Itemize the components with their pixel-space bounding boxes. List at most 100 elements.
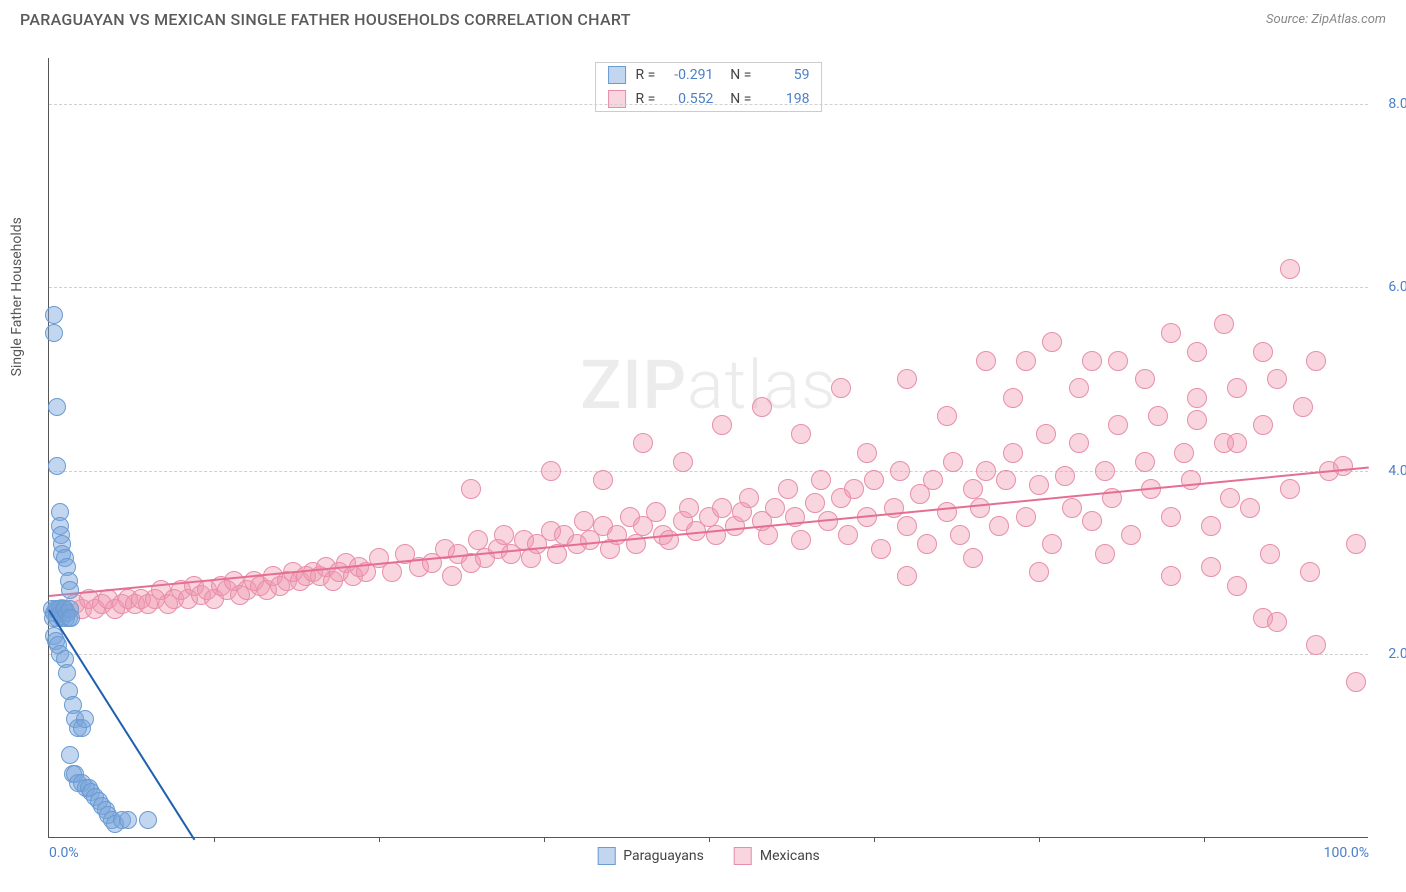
scatter-point-mexicans bbox=[494, 525, 514, 545]
scatter-point-mexicans bbox=[963, 479, 983, 499]
scatter-point-mexicans bbox=[679, 498, 699, 518]
scatter-point-paraguayans bbox=[58, 664, 76, 682]
scatter-point-mexicans bbox=[890, 461, 910, 481]
scatter-point-mexicans bbox=[1260, 544, 1280, 564]
scatter-point-mexicans bbox=[1306, 351, 1326, 371]
scatter-point-mexicans bbox=[646, 502, 666, 522]
scatter-chart-area: Single Father Households ZIPatlas R = -0… bbox=[48, 58, 1368, 838]
stats-row-mexicans: R = 0.552 N = 198 bbox=[596, 87, 822, 111]
scatter-point-mexicans bbox=[1016, 351, 1036, 371]
stats-row-paraguayans: R = -0.291 N = 59 bbox=[596, 63, 822, 87]
scatter-point-mexicans bbox=[1042, 534, 1062, 554]
scatter-point-paraguayans bbox=[139, 811, 157, 829]
x-minor-tick bbox=[379, 837, 380, 842]
scatter-point-mexicans bbox=[1016, 507, 1036, 527]
scatter-point-paraguayans bbox=[61, 746, 79, 764]
stats-n-label: N = bbox=[723, 67, 751, 83]
scatter-point-mexicans bbox=[659, 530, 679, 550]
watermark: ZIPatlas bbox=[580, 345, 836, 425]
scatter-point-mexicans bbox=[1346, 534, 1366, 554]
scatter-point-mexicans bbox=[1095, 461, 1115, 481]
y-tick-label: 2.0% bbox=[1388, 646, 1406, 662]
scatter-point-mexicans bbox=[739, 488, 759, 508]
scatter-point-mexicans bbox=[864, 470, 884, 490]
scatter-point-mexicans bbox=[871, 539, 891, 559]
scatter-point-mexicans bbox=[461, 479, 481, 499]
scatter-point-mexicans bbox=[1003, 388, 1023, 408]
scatter-point-mexicans bbox=[1201, 516, 1221, 536]
source-attribution: Source: ZipAtlas.com bbox=[1266, 12, 1386, 27]
scatter-point-paraguayans bbox=[76, 710, 94, 728]
scatter-point-mexicans bbox=[831, 378, 851, 398]
scatter-point-mexicans bbox=[943, 452, 963, 472]
scatter-point-mexicans bbox=[1280, 479, 1300, 499]
legend-item: Paraguayans bbox=[597, 847, 704, 865]
scatter-point-mexicans bbox=[989, 516, 1009, 536]
scatter-point-mexicans bbox=[963, 548, 983, 568]
scatter-point-mexicans bbox=[706, 525, 726, 545]
x-tick-label: 0.0% bbox=[49, 845, 79, 861]
scatter-point-mexicans bbox=[1227, 576, 1247, 596]
scatter-point-paraguayans bbox=[45, 324, 63, 342]
gridline-horizontal bbox=[49, 104, 1368, 105]
scatter-point-mexicans bbox=[1082, 351, 1102, 371]
scatter-point-mexicans bbox=[1227, 433, 1247, 453]
chart-title: PARAGUAYAN VS MEXICAN SINGLE FATHER HOUS… bbox=[20, 10, 631, 29]
stats-r-value: -0.291 bbox=[665, 67, 713, 83]
gridline-horizontal bbox=[49, 471, 1368, 472]
legend-swatch bbox=[597, 847, 615, 865]
scatter-point-mexicans bbox=[923, 470, 943, 490]
scatter-point-mexicans bbox=[897, 369, 917, 389]
x-minor-tick bbox=[709, 837, 710, 842]
scatter-point-mexicans bbox=[811, 470, 831, 490]
scatter-point-mexicans bbox=[752, 397, 772, 417]
scatter-point-mexicans bbox=[1108, 351, 1128, 371]
scatter-point-mexicans bbox=[1306, 635, 1326, 655]
scatter-point-mexicans bbox=[1029, 562, 1049, 582]
scatter-point-mexicans bbox=[1187, 342, 1207, 362]
scatter-point-mexicans bbox=[1108, 415, 1128, 435]
scatter-point-mexicans bbox=[791, 424, 811, 444]
y-tick-label: 4.0% bbox=[1388, 463, 1406, 479]
x-tick-label: 100.0% bbox=[1324, 845, 1369, 861]
x-minor-tick bbox=[1204, 837, 1205, 842]
scatter-point-mexicans bbox=[442, 566, 462, 586]
scatter-point-mexicans bbox=[976, 351, 996, 371]
scatter-point-mexicans bbox=[1174, 443, 1194, 463]
scatter-point-mexicans bbox=[541, 461, 561, 481]
scatter-point-mexicans bbox=[758, 525, 778, 545]
scatter-point-mexicans bbox=[996, 470, 1016, 490]
scatter-point-mexicans bbox=[673, 452, 693, 472]
scatter-point-mexicans bbox=[633, 433, 653, 453]
x-minor-tick bbox=[1039, 837, 1040, 842]
scatter-point-mexicans bbox=[1253, 415, 1273, 435]
stats-swatch bbox=[608, 90, 626, 108]
scatter-point-mexicans bbox=[1003, 443, 1023, 463]
stats-n-value: 59 bbox=[761, 67, 809, 83]
scatter-point-mexicans bbox=[1069, 378, 1089, 398]
scatter-point-mexicans bbox=[1187, 410, 1207, 430]
scatter-point-mexicans bbox=[765, 498, 785, 518]
scatter-point-mexicans bbox=[1069, 433, 1089, 453]
scatter-point-mexicans bbox=[897, 516, 917, 536]
legend-item: Mexicans bbox=[734, 847, 820, 865]
scatter-point-mexicans bbox=[917, 534, 937, 554]
legend-swatch bbox=[734, 847, 752, 865]
scatter-point-mexicans bbox=[574, 511, 594, 531]
scatter-point-paraguayans bbox=[61, 581, 79, 599]
x-minor-tick bbox=[544, 837, 545, 842]
gridline-horizontal bbox=[49, 287, 1368, 288]
scatter-point-mexicans bbox=[1042, 332, 1062, 352]
scatter-point-mexicans bbox=[1201, 557, 1221, 577]
scatter-point-mexicans bbox=[897, 566, 917, 586]
scatter-point-mexicans bbox=[1227, 378, 1247, 398]
x-minor-tick bbox=[874, 837, 875, 842]
scatter-point-mexicans bbox=[1082, 511, 1102, 531]
scatter-point-mexicans bbox=[1346, 672, 1366, 692]
scatter-point-mexicans bbox=[805, 493, 825, 513]
scatter-point-mexicans bbox=[1135, 369, 1155, 389]
scatter-point-mexicans bbox=[1055, 466, 1075, 486]
scatter-point-mexicans bbox=[593, 470, 613, 490]
stats-r-label: R = bbox=[636, 67, 656, 83]
stats-swatch bbox=[608, 66, 626, 84]
